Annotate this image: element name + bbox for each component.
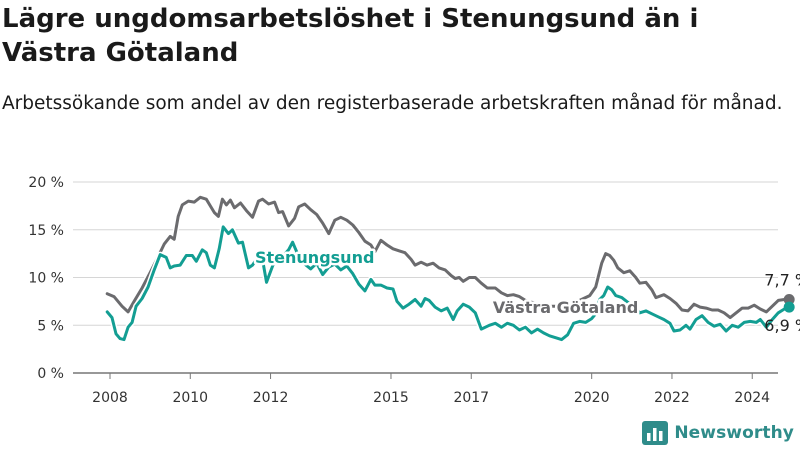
chart-title: Lägre ungdomsarbetslöshet i Stenungsund …	[2, 4, 699, 68]
series-end-dot	[783, 293, 795, 305]
x-tick-label: 2008	[92, 390, 128, 406]
series-label-stenungsund: Stenungsund	[255, 248, 374, 267]
series-lines	[104, 194, 795, 343]
series-halo	[104, 223, 793, 343]
x-tick-label: 2024	[734, 390, 770, 406]
x-tick-label: 2017	[453, 390, 489, 406]
x-tick-label: 2015	[373, 390, 409, 406]
grid-lines	[73, 181, 778, 374]
series-label-vastra-gotaland-halo: Västra Götaland	[493, 298, 638, 317]
end-label-vastra-gotaland: 7,7 %	[764, 270, 800, 289]
y-tick-label: 10 %	[28, 271, 64, 287]
y-tick-label: 0 %	[37, 366, 64, 382]
series-line-1	[105, 225, 791, 342]
series-end-dot	[783, 301, 795, 313]
x-tick-label: 2020	[574, 390, 610, 406]
series-label-vastra-gotaland: Västra Götaland	[493, 298, 638, 317]
bar-chart-logo-icon	[642, 421, 669, 445]
brand-name: Newsworthy	[674, 423, 794, 443]
line-chart: 0 %5 %10 %15 %20 % 2008 2010 2012 2015 2017 2…	[28, 175, 800, 406]
series-label-stenungsund-halo: Stenungsund	[255, 248, 374, 267]
end-label-stenungsund: 6,9 %	[764, 316, 800, 335]
x-tick-label: 2012	[253, 390, 289, 406]
y-axis: 0 % 5 % 10 % 15 % 20 %	[28, 175, 64, 382]
brand-logo: Newsworthy	[642, 418, 794, 448]
x-tick-label: 2022	[654, 390, 690, 406]
y-tick-label: 20 %	[28, 175, 64, 191]
x-axis: 2008 2010 2012 2015 2017 2020 2022 2024	[92, 373, 770, 406]
y-tick-label: 5 %	[37, 318, 64, 334]
y-tick-label: 15 %	[28, 223, 64, 239]
x-tick-label: 2010	[172, 390, 208, 406]
series-line-0	[105, 195, 791, 320]
chart-subtitle: Arbetssökande som andel av den registerb…	[2, 93, 783, 114]
